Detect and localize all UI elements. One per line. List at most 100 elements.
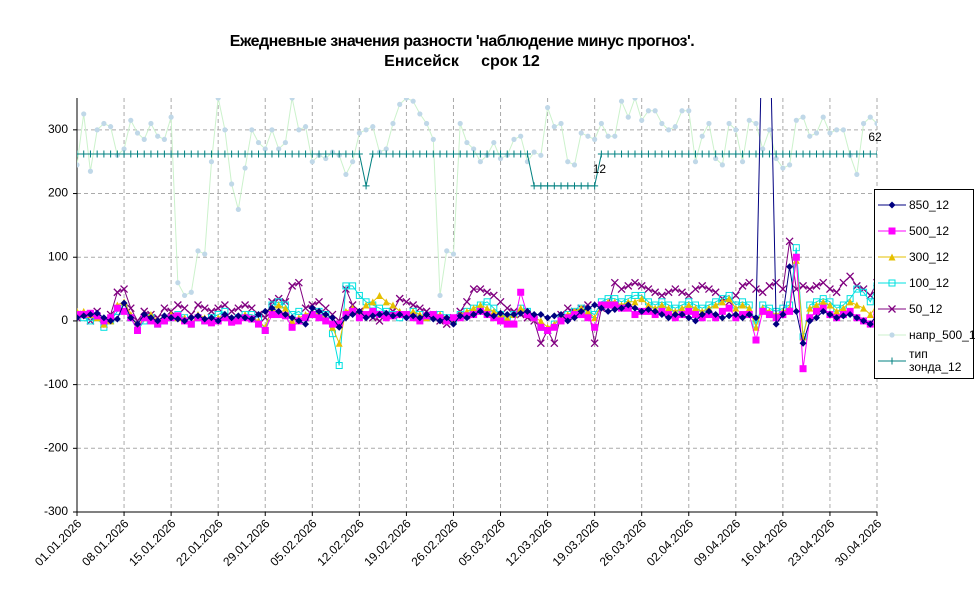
point [503,150,511,158]
point [181,317,189,325]
point [429,315,437,323]
point [464,139,470,146]
point [827,130,833,136]
point [476,285,485,294]
point [207,150,215,158]
point [806,150,814,158]
point [597,150,605,158]
x-tick-label: 26.02.2026 [408,516,461,569]
legend-label: напр_500_12 [909,327,976,342]
point [416,314,424,322]
point [698,311,706,319]
x-tick-label: 12.03.2026 [503,516,556,569]
point [657,291,666,300]
point [658,301,666,309]
y-tick-label: -100 [44,377,68,391]
point [120,285,129,294]
annotation: 12 [593,162,607,176]
point [449,150,457,158]
point [550,323,558,331]
y-tick-label: -200 [44,440,68,454]
x-tick-label: 16.04.2026 [738,516,791,569]
point [517,150,525,158]
point [889,332,895,338]
point [834,127,840,133]
x-tick-label: 02.04.2026 [644,516,697,569]
point [194,312,202,320]
point [557,311,565,319]
point [780,165,786,171]
point [733,127,739,133]
point [147,150,155,158]
point [134,150,142,158]
point [812,307,820,315]
x-tick-label: 19.02.2026 [361,516,414,569]
point [671,285,680,294]
point [369,312,377,320]
point [134,320,142,328]
point [523,307,531,315]
point [698,281,707,290]
x-tick-label: 05.02.2026 [267,516,320,569]
point [604,301,612,309]
point [335,323,343,331]
point [355,291,363,299]
point [355,307,363,315]
point [100,150,108,158]
point [617,285,626,294]
point [423,311,431,319]
point [618,150,626,158]
point [685,314,693,322]
point [813,130,820,136]
point [839,304,847,312]
point [294,278,303,287]
point [309,159,315,165]
legend-swatch [878,279,906,287]
point [491,139,497,146]
point [462,297,471,306]
point [624,281,633,290]
x-tick-label: 01.01.2026 [32,516,85,569]
point [537,323,545,331]
point [436,150,444,158]
point [725,295,733,303]
x-tick-label: 15.01.2026 [126,516,179,569]
point [395,294,404,303]
point [523,150,531,158]
point [597,304,605,312]
point [214,317,222,325]
x-tick-label: 22.01.2026 [173,516,226,569]
x-tick-label: 08.01.2026 [79,516,132,569]
point [732,150,740,158]
point [826,150,834,158]
point [590,339,599,348]
point [234,304,243,313]
legend-item: 500_12 [875,218,973,244]
point [611,301,619,309]
point [363,127,369,133]
point [262,146,268,152]
point [281,311,289,319]
point [712,301,720,309]
point [289,98,295,101]
point [550,312,558,320]
point [853,150,861,158]
point [732,311,740,319]
point [759,0,766,6]
point [853,314,861,322]
point [147,314,155,322]
point [611,150,619,158]
point [389,312,397,320]
legend-swatch [878,305,906,313]
point [536,339,545,348]
point [302,124,309,130]
point [752,336,760,344]
point [456,312,464,320]
point [584,304,592,312]
point [644,285,653,294]
point [746,117,752,123]
x-tick-label: 05.03.2026 [456,516,509,569]
point [753,120,759,127]
point [423,150,431,158]
point [335,150,343,158]
